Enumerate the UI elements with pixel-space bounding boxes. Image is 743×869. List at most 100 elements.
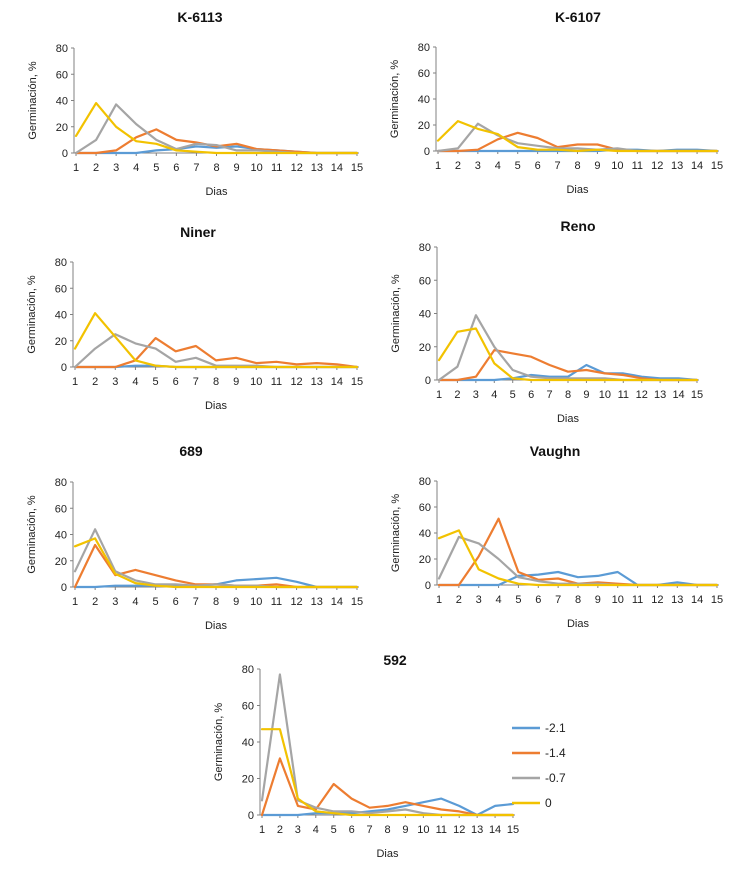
series-line-0: [436, 119, 719, 153]
y-tick-label: 60: [56, 69, 68, 81]
x-tick-label: 5: [153, 596, 159, 608]
x-tick-label: 10: [250, 596, 262, 608]
y-tick-label: 60: [242, 701, 254, 713]
x-tick-label: 5: [515, 160, 521, 172]
x-tick-label: 5: [153, 376, 159, 388]
y-axis-label: Germinación, %: [27, 61, 39, 139]
x-tick-label: 4: [495, 160, 501, 172]
series-line-0: [260, 728, 515, 817]
chart-title: 689: [179, 443, 203, 459]
x-tick-label: 14: [691, 594, 703, 606]
series-line-0: [74, 101, 359, 155]
y-tick-label: 40: [56, 96, 68, 108]
x-tick-label: 7: [547, 389, 553, 401]
y-axis-label: Germinación, %: [26, 275, 38, 353]
legend-label: -0.7: [545, 771, 566, 785]
x-tick-label: 1: [436, 594, 442, 606]
x-tick-label: 14: [691, 160, 703, 172]
series-line--1.4: [437, 517, 719, 587]
x-tick-label: 5: [510, 389, 516, 401]
x-axis-label: Dias: [557, 413, 580, 425]
y-axis-label: Germinación, %: [26, 495, 38, 573]
x-tick-label: 3: [475, 160, 481, 172]
x-tick-label: 9: [234, 162, 240, 174]
x-tick-label: 7: [555, 160, 561, 172]
x-tick-label: 1: [73, 162, 79, 174]
x-tick-label: 4: [496, 594, 502, 606]
x-tick-label: 11: [632, 160, 643, 172]
x-tick-label: 12: [651, 160, 663, 172]
x-tick-label: 10: [612, 594, 624, 606]
legend-label: -1.4: [545, 746, 566, 760]
x-tick-label: 1: [72, 376, 78, 388]
x-tick-label: 4: [491, 389, 497, 401]
x-tick-label: 12: [453, 824, 465, 836]
x-tick-label: 8: [384, 824, 390, 836]
x-tick-label: 9: [595, 594, 601, 606]
x-tick-label: 13: [311, 376, 323, 388]
chart-title: Niner: [180, 224, 216, 240]
y-tick-label: 20: [56, 122, 68, 134]
legend: -2.1 -1.4 -0.7 0: [512, 721, 566, 810]
series-line--0.7: [73, 528, 359, 589]
y-tick-label: 0: [62, 148, 68, 160]
y-tick-label: 20: [418, 120, 430, 132]
x-tick-label: 2: [456, 594, 462, 606]
x-tick-label: 8: [213, 162, 219, 174]
x-tick-label: 13: [671, 160, 683, 172]
chart-title: Vaughn: [530, 443, 581, 459]
y-tick-label: 0: [425, 580, 431, 592]
x-tick-label: 8: [575, 594, 581, 606]
series-line--2.1: [260, 797, 515, 817]
x-tick-label: 3: [112, 376, 118, 388]
x-tick-label: 6: [528, 389, 534, 401]
y-tick-label: 80: [419, 476, 431, 488]
y-tick-label: 80: [419, 242, 431, 254]
x-tick-label: 10: [417, 824, 429, 836]
x-tick-label: 9: [233, 596, 239, 608]
legend-label: -2.1: [545, 721, 566, 735]
y-tick-label: 60: [418, 68, 430, 80]
x-tick-label: 2: [92, 376, 98, 388]
chart-title: Reno: [561, 218, 596, 234]
x-tick-label: 5: [515, 594, 521, 606]
x-tick-label: 3: [112, 596, 118, 608]
x-tick-label: 4: [313, 824, 319, 836]
x-tick-label: 15: [691, 389, 703, 401]
y-tick-label: 40: [419, 528, 431, 540]
x-tick-label: 3: [476, 594, 482, 606]
x-axis-label: Dias: [205, 620, 228, 632]
x-tick-label: 14: [331, 162, 343, 174]
x-tick-label: 10: [251, 162, 263, 174]
x-tick-label: 4: [132, 376, 138, 388]
series-line--1.4: [73, 337, 359, 369]
x-tick-label: 12: [290, 376, 302, 388]
x-axis-label: Dias: [205, 400, 228, 412]
series-line-0: [73, 312, 359, 369]
x-tick-label: 15: [711, 160, 723, 172]
y-tick-label: 80: [55, 257, 67, 269]
y-tick-label: 60: [55, 503, 67, 515]
x-tick-label: 7: [555, 594, 561, 606]
x-tick-label: 3: [295, 824, 301, 836]
series-line--2.1: [437, 363, 699, 382]
y-tick-label: 0: [425, 375, 431, 387]
x-tick-label: 13: [471, 824, 483, 836]
x-tick-label: 2: [454, 389, 460, 401]
y-tick-label: 40: [418, 94, 430, 106]
x-tick-label: 3: [473, 389, 479, 401]
series-line--1.4: [73, 543, 359, 589]
y-tick-label: 80: [56, 43, 68, 55]
x-tick-label: 6: [173, 376, 179, 388]
y-tick-label: 40: [419, 309, 431, 321]
x-tick-label: 6: [535, 160, 541, 172]
y-tick-label: 60: [419, 275, 431, 287]
x-tick-label: 15: [351, 376, 363, 388]
